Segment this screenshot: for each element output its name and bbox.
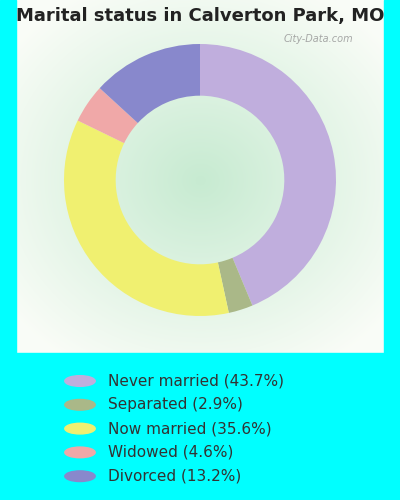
- Wedge shape: [200, 44, 336, 306]
- Text: Marital status in Calverton Park, MO: Marital status in Calverton Park, MO: [16, 8, 384, 26]
- Bar: [0, 353, 400, 360]
- Circle shape: [65, 400, 95, 410]
- Text: Divorced (13.2%): Divorced (13.2%): [108, 468, 241, 483]
- Wedge shape: [218, 258, 252, 313]
- Wedge shape: [64, 120, 229, 316]
- Text: Separated (2.9%): Separated (2.9%): [108, 398, 243, 412]
- Wedge shape: [100, 44, 200, 123]
- Circle shape: [65, 376, 95, 386]
- Text: Now married (35.6%): Now married (35.6%): [108, 421, 272, 436]
- Text: Widowed (4.6%): Widowed (4.6%): [108, 445, 233, 460]
- Wedge shape: [78, 88, 138, 143]
- Text: Never married (43.7%): Never married (43.7%): [108, 374, 284, 388]
- Text: City-Data.com: City-Data.com: [283, 34, 353, 44]
- Circle shape: [65, 471, 95, 482]
- Circle shape: [65, 424, 95, 434]
- Circle shape: [65, 447, 95, 458]
- Bar: [0, 0, 16, 360]
- Bar: [384, 0, 400, 360]
